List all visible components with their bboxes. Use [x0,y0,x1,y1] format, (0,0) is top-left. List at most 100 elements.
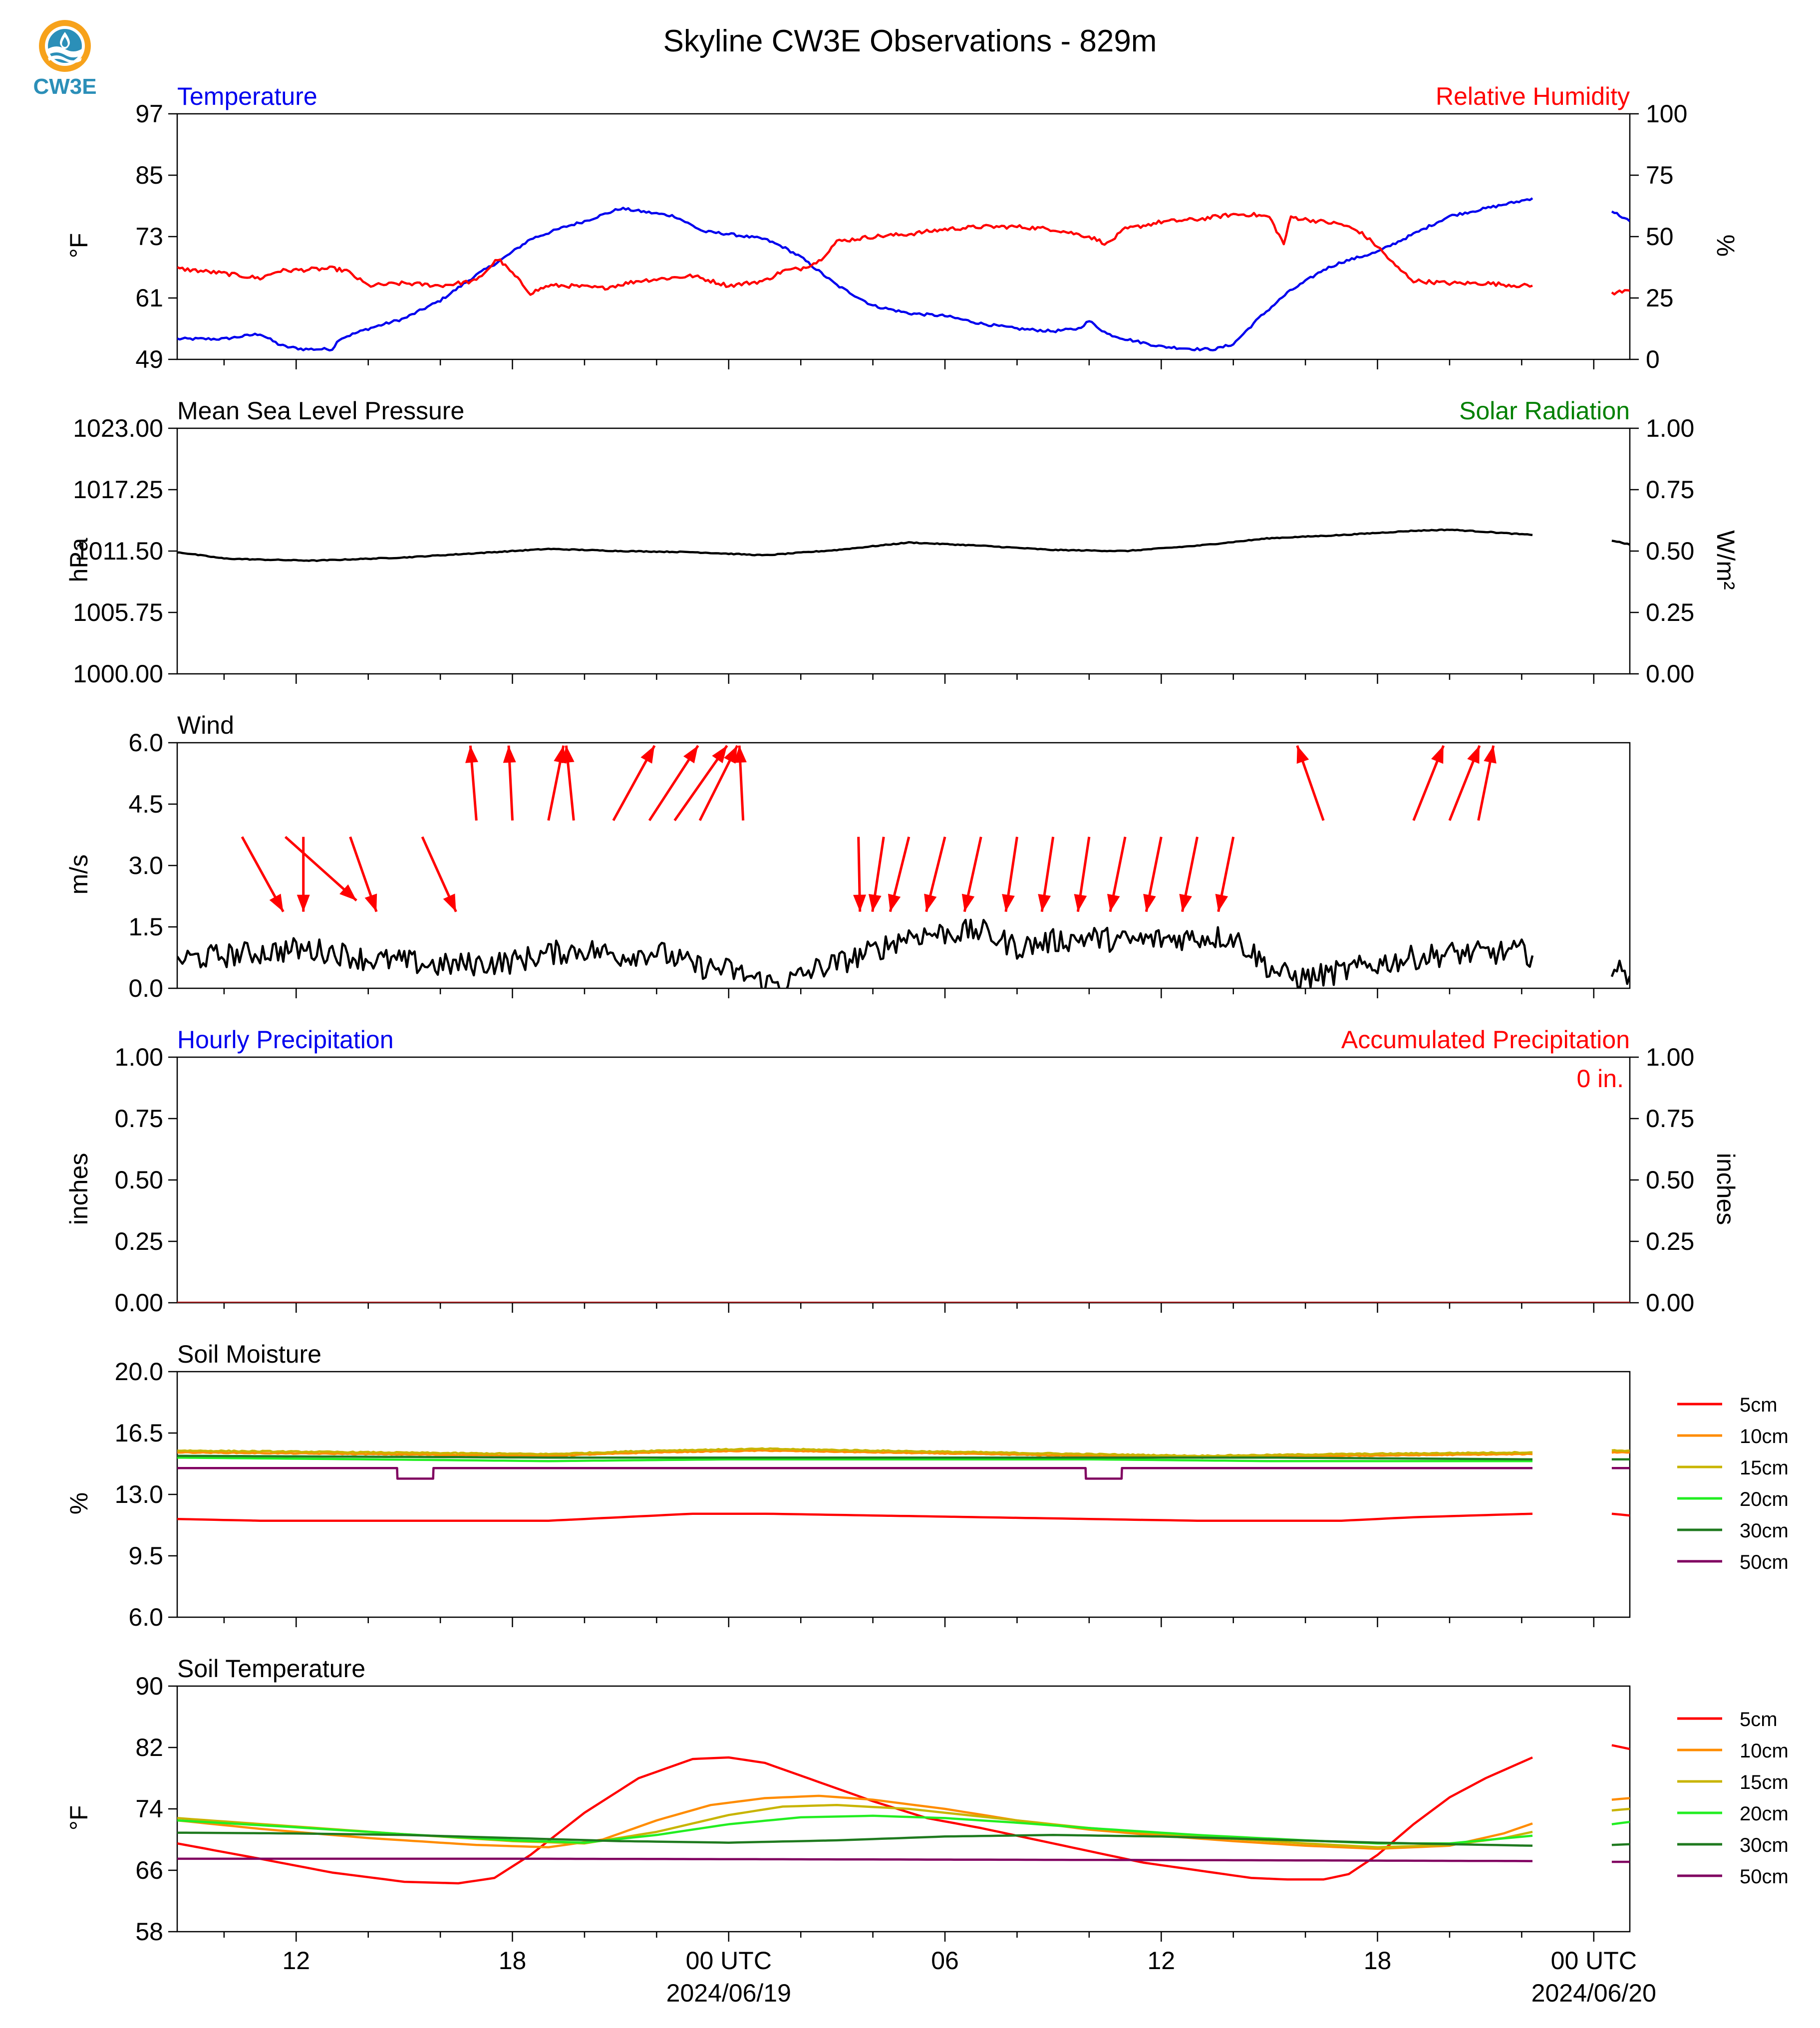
series-line-5cm [177,1512,1533,1522]
legend-label-50cm: 50cm [1740,1551,1789,1573]
panel-title-left: Wind [177,711,234,739]
wind-arrow-head [1215,893,1228,912]
wind-arrow-head [1107,893,1120,912]
x-tick-label: 00 UTC [686,1947,772,1975]
y-tick-label-right: 0.50 [1646,1166,1694,1194]
series-line-50cm [177,1467,1532,1480]
panel-title-left: Soil Temperature [177,1655,365,1683]
panel-title-right: Accumulated Precipitation [1341,1026,1630,1054]
y-tick-label-right: 0 [1646,345,1660,373]
wind-arrow-head [1038,894,1051,912]
series-line-10cm [177,1449,1533,1459]
legend-label-20cm: 20cm [1740,1488,1789,1510]
panel-6: 58 66 74 82 90 °F Soil Temperature 5cm 10cm 15cm 2… [65,1655,1789,1946]
y-tick-label-right: 0.75 [1646,1105,1694,1133]
series-line-10cm [177,1794,1533,1850]
wind-arrows [241,745,1497,912]
figure-title: Skyline CW3E Observations - 829m [663,24,1157,58]
y-tick-label: 6.0 [128,729,163,757]
y-tick-label: 0.75 [115,1105,163,1133]
wind-arrow-head [868,894,882,912]
series-line-relative-humidity [177,212,1533,296]
legend-label-10cm: 10cm [1740,1426,1789,1448]
series-line-5cm [1611,1512,1630,1517]
wind-arrow-head [1431,745,1444,764]
y-tick-label: 1.00 [115,1043,163,1071]
panel-5: 6.0 9.5 13.0 16.5 20.0% Soil Moisture 5cm 10cm 1… [65,1340,1789,1631]
series-line-temperature [177,197,1533,352]
y-tick-label: 1005.75 [73,598,163,626]
y-axis-label: °F [65,233,93,259]
series-line-15cm [1611,1449,1630,1452]
x-tick-label: 18 [499,1947,527,1975]
series-line-5cm [1611,1744,1630,1750]
series-line-30cm [1611,1843,1630,1846]
panel-title-left: Soil Moisture [177,1340,321,1368]
y-axis-label-right: W/m² [1712,530,1740,589]
panel-4: 0.00 0.25 0.50 0.75 1.00 0.00 0.25 0.50 0.75 1.00… [65,1026,1740,1317]
logo-wave-icon [48,46,82,57]
y-tick-label: 6.0 [128,1603,163,1631]
panel-title-right: Solar Radiation [1459,397,1630,425]
panel-1: 49 61 73 85 97 0 25 50 75 100 °F % Temperature Relati… [65,82,1740,373]
series-group [177,1744,1630,1885]
panel-title-right: Relative Humidity [1436,82,1630,110]
y-tick-label: 49 [135,345,163,373]
series-line-temperature [1611,210,1630,223]
y-tick-label: 0.00 [115,1289,163,1317]
wind-arrow-head [733,745,747,763]
cw3e-logo: CW3E [33,20,97,99]
wind-arrow-head [1074,894,1087,912]
y-tick-label: 1017.25 [73,476,163,504]
series-line-30cm [177,1831,1533,1847]
y-axis-label-right: % [1712,235,1740,257]
y-tick-label-right: 0.00 [1646,1289,1694,1317]
legend-label-30cm: 30cm [1740,1520,1789,1542]
y-tick-label-right: 1.00 [1646,414,1694,442]
y-axis-label-right: inches [1712,1153,1740,1225]
y-tick-label: 61 [135,284,163,312]
legend-label-50cm: 50cm [1740,1866,1789,1888]
wind-arrow-head [1484,745,1497,764]
y-tick-label: 66 [135,1856,163,1884]
series-line-15cm [1611,1807,1630,1812]
x-tick-label: 06 [931,1947,959,1975]
wind-arrow-head [1002,894,1015,912]
wind-arrow-head [924,893,937,912]
y-tick-label: 74 [135,1795,163,1823]
x-tick-label: 18 [1364,1947,1392,1975]
y-tick-label-right: 0.25 [1646,598,1694,626]
panel-title-left: Hourly Precipitation [177,1026,394,1054]
y-tick-label: 0.0 [128,974,163,1002]
y-tick-label: 1011.50 [75,537,163,565]
legend-label-5cm: 5cm [1740,1394,1778,1416]
wind-arrow-head [724,745,738,764]
series-group [177,528,1630,563]
y-tick-label-right: 0.00 [1646,660,1694,688]
logo-text: CW3E [33,74,96,99]
wind-arrow-head [888,893,901,912]
series-line-mean-sea-level-pressure [177,528,1533,563]
legend-label-15cm: 15cm [1740,1457,1789,1479]
y-axis-label: % [65,1492,93,1514]
wind-arrow-head [443,893,456,912]
wind-arrow-head [339,884,357,901]
y-axis-label: hPa [65,538,93,582]
panel-title-left: Mean Sea Level Pressure [177,397,464,425]
y-tick-label-right: 25 [1646,284,1674,312]
wind-arrow-head [1179,893,1192,912]
legend: 5cm 10cm 15cm 20cm 30cm 50cm [1677,1394,1789,1573]
series-group [177,918,1630,988]
x-tick-label: 00 UTC [1551,1947,1637,1975]
wind-arrow-head [1467,745,1480,764]
y-tick-label: 73 [135,223,163,251]
wind-arrow-head [683,745,698,764]
series-line-5cm [177,1756,1533,1885]
panel-frame [176,1371,1631,1618]
y-axis-label: inches [65,1153,93,1225]
panel-frame [176,1056,1631,1304]
y-tick-label: 1000.00 [73,660,163,688]
y-tick-label-right: 100 [1646,100,1687,128]
series-line-10cm [1611,1797,1630,1801]
panel-frame [176,113,1631,360]
